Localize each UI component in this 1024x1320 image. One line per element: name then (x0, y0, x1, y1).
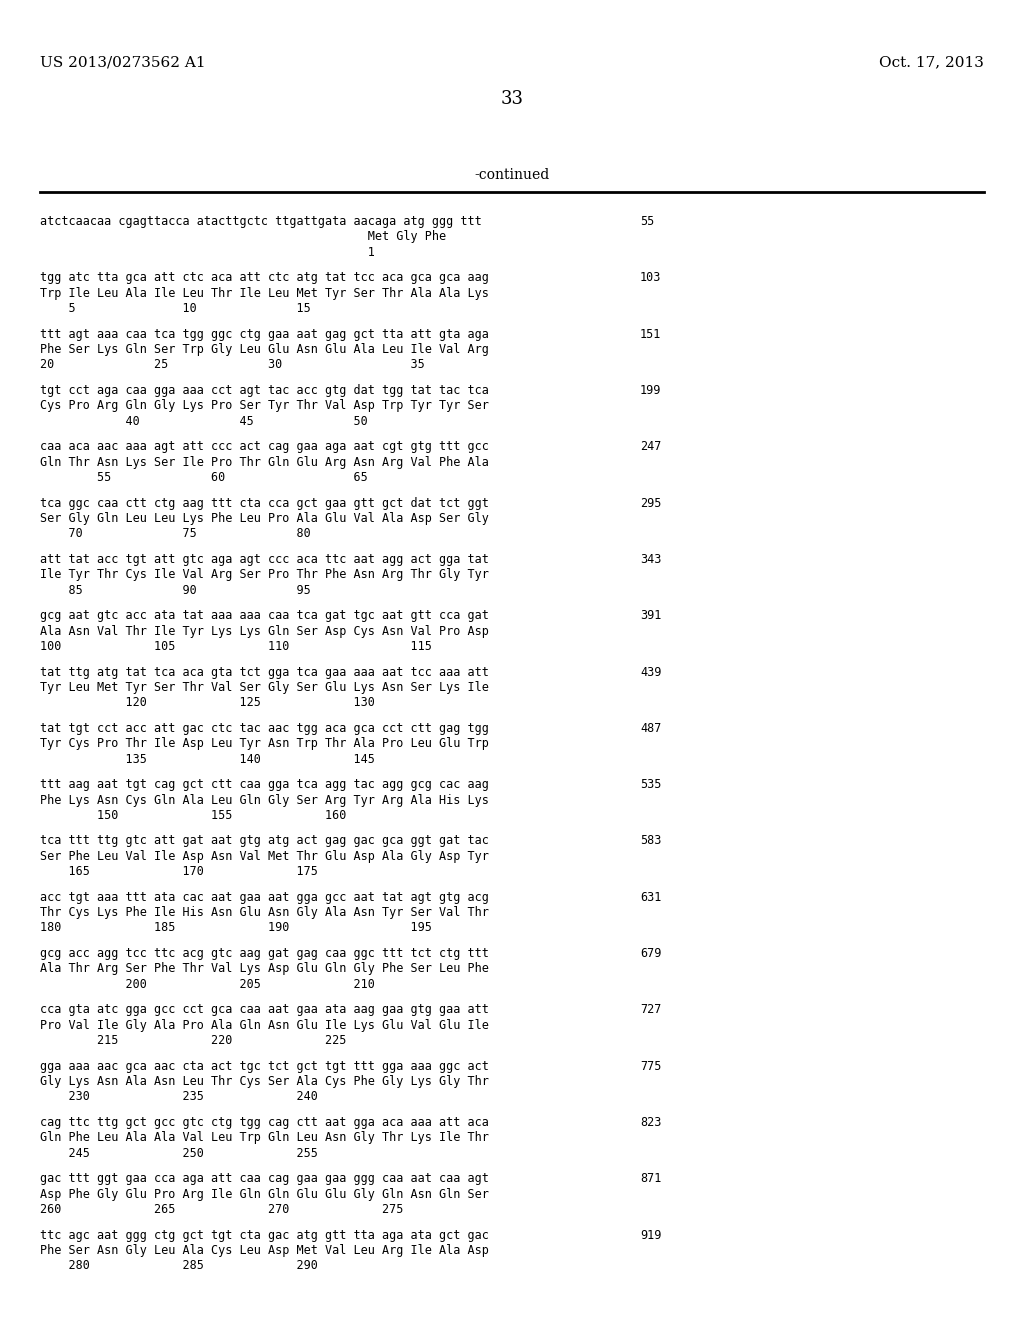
Text: 260             265             270             275: 260 265 270 275 (40, 1203, 403, 1216)
Text: Met Gly Phe: Met Gly Phe (40, 231, 446, 243)
Text: -continued: -continued (474, 168, 550, 182)
Text: 199: 199 (640, 384, 662, 397)
Text: 775: 775 (640, 1060, 662, 1073)
Text: 871: 871 (640, 1172, 662, 1185)
Text: 295: 295 (640, 496, 662, 510)
Text: Oct. 17, 2013: Oct. 17, 2013 (880, 55, 984, 69)
Text: 151: 151 (640, 327, 662, 341)
Text: 85              90              95: 85 90 95 (40, 583, 310, 597)
Text: cca gta atc gga gcc cct gca caa aat gaa ata aag gaa gtg gaa att: cca gta atc gga gcc cct gca caa aat gaa … (40, 1003, 488, 1016)
Text: 245             250             255: 245 250 255 (40, 1147, 317, 1160)
Text: Pro Val Ile Gly Ala Pro Ala Gln Asn Glu Ile Lys Glu Val Glu Ile: Pro Val Ile Gly Ala Pro Ala Gln Asn Glu … (40, 1019, 488, 1032)
Text: Gln Thr Asn Lys Ser Ile Pro Thr Gln Glu Arg Asn Arg Val Phe Ala: Gln Thr Asn Lys Ser Ile Pro Thr Gln Glu … (40, 455, 488, 469)
Text: tgg atc tta gca att ctc aca att ctc atg tat tcc aca gca gca aag: tgg atc tta gca att ctc aca att ctc atg … (40, 272, 488, 284)
Text: 103: 103 (640, 272, 662, 284)
Text: Gly Lys Asn Ala Asn Leu Thr Cys Ser Ala Cys Phe Gly Lys Gly Thr: Gly Lys Asn Ala Asn Leu Thr Cys Ser Ala … (40, 1074, 488, 1088)
Text: Ser Phe Leu Val Ile Asp Asn Val Met Thr Glu Asp Ala Gly Asp Tyr: Ser Phe Leu Val Ile Asp Asn Val Met Thr … (40, 850, 488, 863)
Text: 631: 631 (640, 891, 662, 904)
Text: att tat acc tgt att gtc aga agt ccc aca ttc aat agg act gga tat: att tat acc tgt att gtc aga agt ccc aca … (40, 553, 488, 566)
Text: 919: 919 (640, 1229, 662, 1242)
Text: 823: 823 (640, 1115, 662, 1129)
Text: 343: 343 (640, 553, 662, 566)
Text: 150             155             160: 150 155 160 (40, 809, 346, 822)
Text: Phe Lys Asn Cys Gln Ala Leu Gln Gly Ser Arg Tyr Arg Ala His Lys: Phe Lys Asn Cys Gln Ala Leu Gln Gly Ser … (40, 793, 488, 807)
Text: tat tgt cct acc att gac ctc tac aac tgg aca gca cct ctt gag tgg: tat tgt cct acc att gac ctc tac aac tgg … (40, 722, 488, 735)
Text: Thr Cys Lys Phe Ile His Asn Glu Asn Gly Ala Asn Tyr Ser Val Thr: Thr Cys Lys Phe Ile His Asn Glu Asn Gly … (40, 906, 488, 919)
Text: Trp Ile Leu Ala Ile Leu Thr Ile Leu Met Tyr Ser Thr Ala Ala Lys: Trp Ile Leu Ala Ile Leu Thr Ile Leu Met … (40, 286, 488, 300)
Text: ttt agt aaa caa tca tgg ggc ctg gaa aat gag gct tta att gta aga: ttt agt aaa caa tca tgg ggc ctg gaa aat … (40, 327, 488, 341)
Text: tat ttg atg tat tca aca gta tct gga tca gaa aaa aat tcc aaa att: tat ttg atg tat tca aca gta tct gga tca … (40, 665, 488, 678)
Text: 1: 1 (40, 246, 375, 259)
Text: 247: 247 (640, 441, 662, 453)
Text: tca ggc caa ctt ctg aag ttt cta cca gct gaa gtt gct dat tct ggt: tca ggc caa ctt ctg aag ttt cta cca gct … (40, 496, 488, 510)
Text: tgt cct aga caa gga aaa cct agt tac acc gtg dat tgg tat tac tca: tgt cct aga caa gga aaa cct agt tac acc … (40, 384, 488, 397)
Text: 230             235             240: 230 235 240 (40, 1090, 317, 1104)
Text: Ala Thr Arg Ser Phe Thr Val Lys Asp Glu Gln Gly Phe Ser Leu Phe: Ala Thr Arg Ser Phe Thr Val Lys Asp Glu … (40, 962, 488, 975)
Text: 5               10              15: 5 10 15 (40, 302, 310, 315)
Text: Tyr Cys Pro Thr Ile Asp Leu Tyr Asn Trp Thr Ala Pro Leu Glu Trp: Tyr Cys Pro Thr Ile Asp Leu Tyr Asn Trp … (40, 737, 488, 750)
Text: 679: 679 (640, 948, 662, 960)
Text: 120             125             130: 120 125 130 (40, 696, 375, 709)
Text: 535: 535 (640, 779, 662, 791)
Text: US 2013/0273562 A1: US 2013/0273562 A1 (40, 55, 206, 69)
Text: 180             185             190                 195: 180 185 190 195 (40, 921, 432, 935)
Text: Phe Ser Asn Gly Leu Ala Cys Leu Asp Met Val Leu Arg Ile Ala Asp: Phe Ser Asn Gly Leu Ala Cys Leu Asp Met … (40, 1243, 488, 1257)
Text: 40              45              50: 40 45 50 (40, 414, 368, 428)
Text: 135             140             145: 135 140 145 (40, 752, 375, 766)
Text: gcg acc agg tcc ttc acg gtc aag gat gag caa ggc ttt tct ctg ttt: gcg acc agg tcc ttc acg gtc aag gat gag … (40, 948, 488, 960)
Text: 439: 439 (640, 665, 662, 678)
Text: 33: 33 (501, 90, 523, 108)
Text: 200             205             210: 200 205 210 (40, 978, 375, 991)
Text: caa aca aac aaa agt att ccc act cag gaa aga aat cgt gtg ttt gcc: caa aca aac aaa agt att ccc act cag gaa … (40, 441, 488, 453)
Text: tca ttt ttg gtc att gat aat gtg atg act gag gac gca ggt gat tac: tca ttt ttg gtc att gat aat gtg atg act … (40, 834, 488, 847)
Text: Ala Asn Val Thr Ile Tyr Lys Lys Gln Ser Asp Cys Asn Val Pro Asp: Ala Asn Val Thr Ile Tyr Lys Lys Gln Ser … (40, 624, 488, 638)
Text: 100             105             110                 115: 100 105 110 115 (40, 640, 432, 653)
Text: 20              25              30                  35: 20 25 30 35 (40, 358, 425, 371)
Text: Ser Gly Gln Leu Leu Lys Phe Leu Pro Ala Glu Val Ala Asp Ser Gly: Ser Gly Gln Leu Leu Lys Phe Leu Pro Ala … (40, 512, 488, 525)
Text: 391: 391 (640, 610, 662, 622)
Text: gga aaa aac gca aac cta act tgc tct gct tgt ttt gga aaa ggc act: gga aaa aac gca aac cta act tgc tct gct … (40, 1060, 488, 1073)
Text: gac ttt ggt gaa cca aga att caa cag gaa gaa ggg caa aat caa agt: gac ttt ggt gaa cca aga att caa cag gaa … (40, 1172, 488, 1185)
Text: 583: 583 (640, 834, 662, 847)
Text: acc tgt aaa ttt ata cac aat gaa aat gga gcc aat tat agt gtg acg: acc tgt aaa ttt ata cac aat gaa aat gga … (40, 891, 488, 904)
Text: 165             170             175: 165 170 175 (40, 865, 317, 878)
Text: Ile Tyr Thr Cys Ile Val Arg Ser Pro Thr Phe Asn Arg Thr Gly Tyr: Ile Tyr Thr Cys Ile Val Arg Ser Pro Thr … (40, 568, 488, 581)
Text: Cys Pro Arg Gln Gly Lys Pro Ser Tyr Thr Val Asp Trp Tyr Tyr Ser: Cys Pro Arg Gln Gly Lys Pro Ser Tyr Thr … (40, 399, 488, 412)
Text: Phe Ser Lys Gln Ser Trp Gly Leu Glu Asn Glu Ala Leu Ile Val Arg: Phe Ser Lys Gln Ser Trp Gly Leu Glu Asn … (40, 343, 488, 356)
Text: 215             220             225: 215 220 225 (40, 1034, 346, 1047)
Text: 55              60                  65: 55 60 65 (40, 471, 368, 484)
Text: 727: 727 (640, 1003, 662, 1016)
Text: Tyr Leu Met Tyr Ser Thr Val Ser Gly Ser Glu Lys Asn Ser Lys Ile: Tyr Leu Met Tyr Ser Thr Val Ser Gly Ser … (40, 681, 488, 694)
Text: gcg aat gtc acc ata tat aaa aaa caa tca gat tgc aat gtt cca gat: gcg aat gtc acc ata tat aaa aaa caa tca … (40, 610, 488, 622)
Text: ttt aag aat tgt cag gct ctt caa gga tca agg tac agg gcg cac aag: ttt aag aat tgt cag gct ctt caa gga tca … (40, 779, 488, 791)
Text: 55: 55 (640, 215, 654, 228)
Text: ttc agc aat ggg ctg gct tgt cta gac atg gtt tta aga ata gct gac: ttc agc aat ggg ctg gct tgt cta gac atg … (40, 1229, 488, 1242)
Text: atctcaacaa cgagttacca atacttgctc ttgattgata aacaga atg ggg ttt: atctcaacaa cgagttacca atacttgctc ttgattg… (40, 215, 481, 228)
Text: cag ttc ttg gct gcc gtc ctg tgg cag ctt aat gga aca aaa att aca: cag ttc ttg gct gcc gtc ctg tgg cag ctt … (40, 1115, 488, 1129)
Text: Asp Phe Gly Glu Pro Arg Ile Gln Gln Glu Glu Gly Gln Asn Gln Ser: Asp Phe Gly Glu Pro Arg Ile Gln Gln Glu … (40, 1188, 488, 1201)
Text: 280             285             290: 280 285 290 (40, 1259, 317, 1272)
Text: Gln Phe Leu Ala Ala Val Leu Trp Gln Leu Asn Gly Thr Lys Ile Thr: Gln Phe Leu Ala Ala Val Leu Trp Gln Leu … (40, 1131, 488, 1144)
Text: 487: 487 (640, 722, 662, 735)
Text: 70              75              80: 70 75 80 (40, 527, 310, 540)
